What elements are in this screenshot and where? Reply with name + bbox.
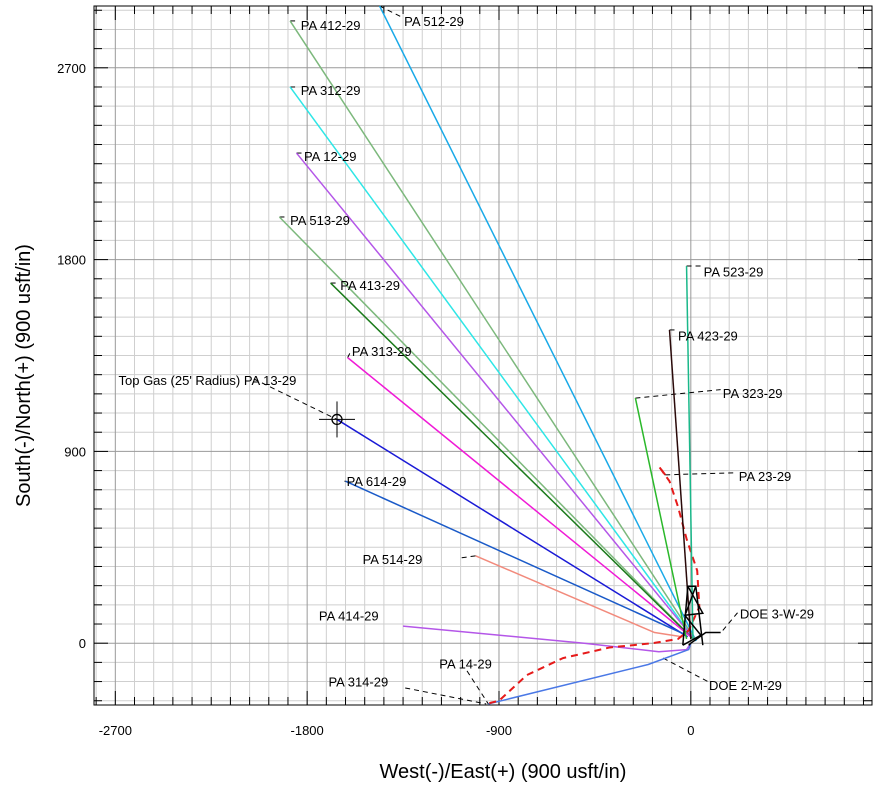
series-doe-3-w-29 [690, 631, 721, 644]
leader-line [466, 670, 489, 705]
label-pa-614-29: PA 614-29 [347, 474, 407, 489]
label-pa-23-29: PA 23-29 [739, 469, 792, 484]
series-pa-413-29 [330, 282, 693, 639]
label-top-gas-25-radius-pa-13-29: Top Gas (25' Radius) PA 13-29 [119, 373, 297, 388]
series-pa-513-29 [278, 216, 694, 640]
label-pa-312-29: PA 312-29 [301, 83, 361, 98]
label-pa-412-29: PA 412-29 [301, 18, 361, 33]
y-tick-label: 2700 [57, 61, 86, 76]
well-labels: PA 512-29 PA 412-29 PA 312-29 PA 12-29 PA 51… [119, 14, 815, 693]
rig-structure [685, 585, 697, 614]
series-doe-2-m-29 [688, 642, 692, 646]
label-pa-314-29: PA 314-29 [328, 675, 388, 690]
y-tick-label: 900 [64, 444, 86, 459]
x-tick-labels: -2700 -1800 -900 0 [99, 723, 695, 738]
y-tick-label: 1800 [57, 253, 86, 268]
minor-grid [94, 6, 872, 705]
series-pa-514-29 [475, 555, 683, 638]
label-pa-514-29: PA 514-29 [363, 552, 423, 567]
label-pa-12-29: PA 12-29 [304, 149, 357, 164]
leader-line [662, 657, 709, 683]
leader-line [665, 472, 737, 476]
series-pa-414-29 [402, 625, 692, 653]
y-tick-label: 0 [79, 636, 86, 651]
leader-line [347, 353, 351, 358]
y-tick-labels: 0 900 1800 2700 [57, 61, 86, 651]
label-pa-513-29: PA 513-29 [290, 213, 350, 228]
major-grid [94, 6, 872, 705]
x-tick-label: -900 [486, 723, 512, 738]
label-doe-2-m-29: DOE 2-M-29 [709, 678, 782, 693]
x-tick-label: 0 [687, 723, 694, 738]
leader-line [405, 687, 487, 705]
leader-line [722, 610, 740, 631]
target-crosshair-icon [318, 401, 355, 438]
leader-line [253, 378, 338, 420]
series-pa-323-29 [634, 397, 688, 640]
label-pa-423-29: PA 423-29 [678, 328, 738, 343]
series-pa-13-29 [336, 418, 689, 638]
label-doe-3-w-29: DOE 3-W-29 [740, 606, 814, 621]
series-pa-614-29 [345, 480, 686, 636]
x-axis-title: West(-)/East(+) (900 usft/in) [380, 761, 627, 783]
axis-ticks [94, 6, 872, 705]
rig-structure [682, 585, 705, 646]
series-pa-313-29 [347, 357, 692, 638]
leader-line [460, 555, 476, 559]
y-axis-title: South(-)/North(+) (900 usft/in) [13, 244, 35, 507]
series-pa-23-29 [485, 465, 701, 705]
series-pa-512-29 [378, 5, 697, 642]
wellbore-series [278, 5, 721, 705]
label-pa-512-29: PA 512-29 [404, 14, 464, 29]
label-pa-413-29: PA 413-29 [340, 278, 400, 293]
series-pa-523-29 [685, 265, 694, 639]
series-pa-14-29 [488, 642, 692, 705]
x-tick-label: -1800 [291, 723, 324, 738]
series-pa-12-29 [295, 152, 695, 640]
label-pa-414-29: PA 414-29 [319, 608, 379, 623]
drilling-rig-icon [682, 585, 705, 646]
label-pa-523-29: PA 523-29 [704, 264, 764, 279]
series-pa-312-29 [289, 86, 696, 641]
label-pa-313-29: PA 313-29 [352, 344, 412, 359]
leader-line [379, 5, 402, 18]
series-pa-412-29 [289, 20, 697, 641]
label-leader-lines [253, 5, 740, 705]
x-tick-label: -2700 [99, 723, 132, 738]
label-pa-323-29: PA 323-29 [723, 386, 783, 401]
label-pa-14-29: PA 14-29 [439, 656, 492, 671]
